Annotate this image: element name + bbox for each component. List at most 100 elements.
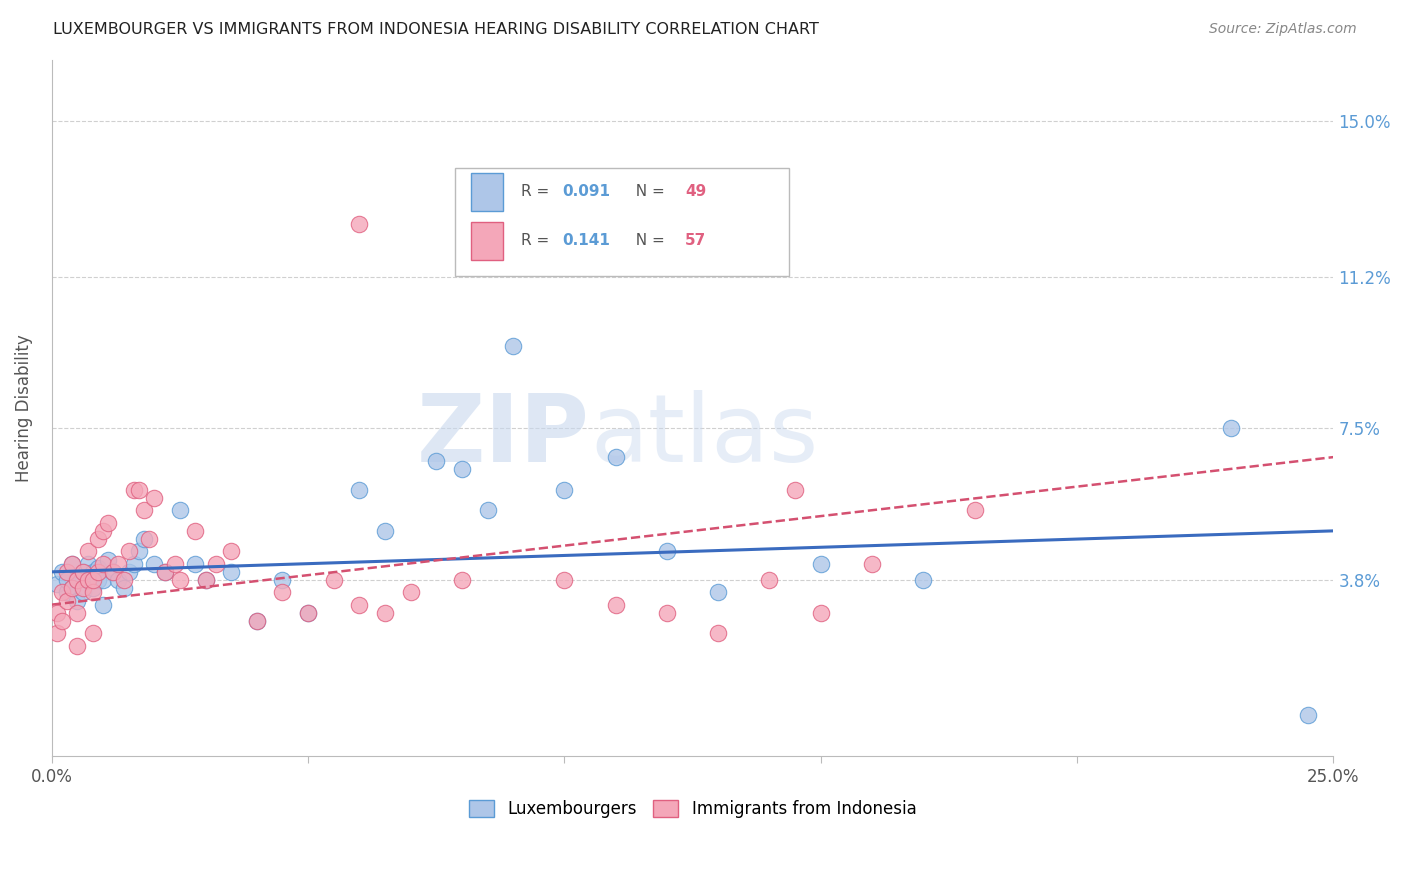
Point	[553, 483, 575, 497]
Point	[912, 573, 935, 587]
Point	[184, 524, 207, 538]
Text: LUXEMBOURGER VS IMMIGRANTS FROM INDONESIA HEARING DISABILITY CORRELATION CHART: LUXEMBOURGER VS IMMIGRANTS FROM INDONESI…	[53, 22, 820, 37]
Point	[45, 626, 67, 640]
Text: R =: R =	[520, 185, 554, 200]
Point	[72, 565, 94, 579]
Point	[107, 557, 129, 571]
Point	[605, 598, 627, 612]
Point	[82, 626, 104, 640]
Text: 0.141: 0.141	[562, 233, 610, 248]
Point	[82, 573, 104, 587]
Point	[153, 565, 176, 579]
Text: N =: N =	[626, 185, 669, 200]
Point	[76, 573, 98, 587]
Point	[246, 614, 269, 628]
Point	[76, 557, 98, 571]
Point	[138, 532, 160, 546]
FancyBboxPatch shape	[456, 168, 789, 276]
Point	[349, 217, 371, 231]
Point	[655, 606, 678, 620]
Point	[204, 557, 226, 571]
Point	[707, 585, 730, 599]
Bar	[471, 173, 503, 211]
Point	[66, 573, 89, 587]
Point	[56, 565, 79, 579]
Point	[502, 339, 524, 353]
Point	[963, 503, 986, 517]
Point	[169, 573, 191, 587]
Point	[128, 483, 150, 497]
Point	[66, 639, 89, 653]
Point	[153, 565, 176, 579]
Point	[82, 585, 104, 599]
Point	[72, 565, 94, 579]
Point	[246, 614, 269, 628]
Point	[91, 598, 114, 612]
Point	[72, 581, 94, 595]
Point	[60, 581, 83, 595]
Text: 0.091: 0.091	[562, 185, 610, 200]
Point	[451, 462, 474, 476]
Point	[45, 577, 67, 591]
Point	[297, 606, 319, 620]
Point	[132, 532, 155, 546]
Point	[194, 573, 217, 587]
Point	[477, 503, 499, 517]
Point	[87, 560, 110, 574]
Point	[87, 532, 110, 546]
Point	[87, 565, 110, 579]
Point	[785, 483, 807, 497]
Point	[349, 483, 371, 497]
Text: 49: 49	[685, 185, 706, 200]
Point	[72, 585, 94, 599]
Point	[758, 573, 780, 587]
Text: Source: ZipAtlas.com: Source: ZipAtlas.com	[1209, 22, 1357, 37]
Point	[91, 573, 114, 587]
Point	[112, 581, 135, 595]
Point	[297, 606, 319, 620]
Point	[103, 565, 125, 579]
Point	[605, 450, 627, 464]
Point	[112, 573, 135, 587]
Point	[322, 573, 344, 587]
Point	[82, 565, 104, 579]
Point	[219, 544, 242, 558]
Point	[707, 626, 730, 640]
Point	[1219, 421, 1241, 435]
Point	[97, 516, 120, 530]
Point	[56, 593, 79, 607]
Point	[374, 524, 396, 538]
Point	[349, 598, 371, 612]
Point	[553, 573, 575, 587]
Point	[51, 585, 73, 599]
Point	[169, 503, 191, 517]
Point	[655, 544, 678, 558]
Point	[60, 557, 83, 571]
Y-axis label: Hearing Disability: Hearing Disability	[15, 334, 32, 482]
Point	[51, 614, 73, 628]
Point	[60, 581, 83, 595]
Bar	[471, 221, 503, 260]
Point	[143, 491, 166, 505]
Point	[271, 573, 294, 587]
Point	[860, 557, 883, 571]
Point	[219, 565, 242, 579]
Point	[374, 606, 396, 620]
Point	[117, 544, 139, 558]
Point	[76, 573, 98, 587]
Point	[66, 606, 89, 620]
Point	[56, 585, 79, 599]
Point	[184, 557, 207, 571]
Point	[91, 557, 114, 571]
Point	[117, 565, 139, 579]
Point	[194, 573, 217, 587]
Text: ZIP: ZIP	[418, 390, 591, 482]
Point	[51, 565, 73, 579]
Text: atlas: atlas	[591, 390, 818, 482]
Point	[143, 557, 166, 571]
Point	[810, 557, 832, 571]
Text: N =: N =	[626, 233, 669, 248]
Point	[399, 585, 422, 599]
Point	[76, 544, 98, 558]
Point	[271, 585, 294, 599]
